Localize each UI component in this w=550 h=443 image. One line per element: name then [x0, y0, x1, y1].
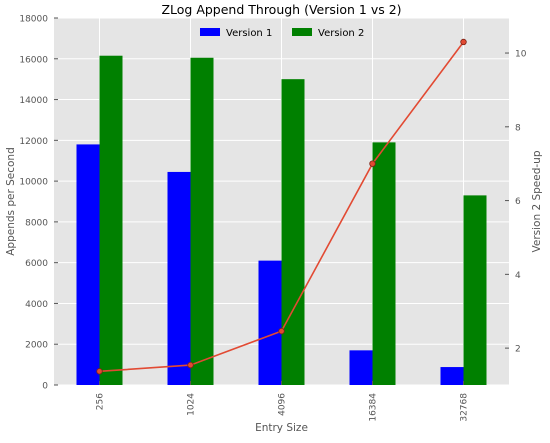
x-tick-label: 16384	[369, 393, 379, 422]
x-axis-label: Entry Size	[255, 422, 308, 434]
bar-version-1-1024	[168, 172, 191, 385]
speedup-point-16384	[370, 161, 376, 167]
bar-version-2-256	[100, 56, 123, 385]
x-tick-label: 32768	[460, 393, 470, 422]
y-tick-label: 6000	[25, 259, 48, 269]
bar-version-1-32768	[441, 367, 464, 385]
speedup-point-4096	[279, 328, 285, 334]
y2-tick-label: 8	[515, 123, 521, 133]
bar-version-2-16384	[373, 142, 396, 385]
y-tick-label: 16000	[19, 55, 48, 65]
x-tick-label: 1024	[187, 393, 197, 416]
y-tick-label: 4000	[25, 300, 48, 310]
y-tick-label: 2000	[25, 341, 48, 351]
legend-label-version-1: Version 1	[226, 28, 272, 39]
y-tick-label: 10000	[19, 178, 48, 188]
y-tick-label: 0	[42, 382, 48, 392]
y2-tick-label: 2	[515, 345, 521, 355]
y-tick-label: 18000	[19, 15, 48, 25]
x-tick-label: 256	[96, 393, 106, 410]
bar-version-1-4096	[259, 261, 282, 385]
bar-version-2-4096	[282, 79, 305, 385]
y-axis-label: Appends per Second	[5, 147, 17, 256]
bar-version-1-16384	[350, 350, 373, 385]
legend-label-version-2: Version 2	[318, 28, 364, 39]
y2-tick-label: 4	[515, 271, 521, 281]
y-tick-label: 12000	[19, 137, 48, 147]
bar-version-2-32768	[464, 195, 487, 385]
y-tick-label: 14000	[19, 96, 48, 106]
legend-swatch-version-1	[200, 28, 220, 36]
y2-tick-label: 6	[515, 197, 521, 207]
speedup-point-1024	[188, 362, 194, 368]
speedup-point-32768	[461, 39, 467, 45]
y2-axis-label: Version 2 Speed-up	[531, 150, 543, 252]
y2-tick-label: 10	[515, 50, 527, 60]
legend-swatch-version-2	[292, 28, 312, 36]
bar-version-1-256	[77, 144, 100, 385]
speedup-point-256	[97, 369, 103, 375]
y-tick-label: 8000	[25, 218, 48, 228]
chart-title: ZLog Append Through (Version 1 vs 2)	[161, 2, 401, 17]
bar-version-2-1024	[191, 58, 214, 385]
x-tick-label: 4096	[278, 393, 288, 416]
